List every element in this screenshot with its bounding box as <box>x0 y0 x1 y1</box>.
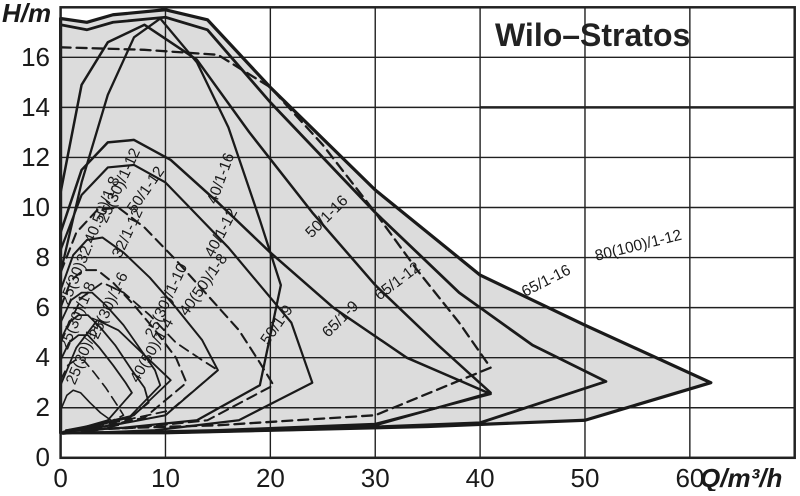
svg-text:30: 30 <box>361 463 390 491</box>
svg-text:0: 0 <box>53 463 67 491</box>
svg-text:10: 10 <box>21 192 50 222</box>
svg-text:Q/m³/h: Q/m³/h <box>700 463 782 491</box>
svg-text:2: 2 <box>36 392 50 422</box>
svg-text:4: 4 <box>36 342 50 372</box>
svg-text:10: 10 <box>151 463 180 491</box>
svg-text:16: 16 <box>21 42 50 72</box>
svg-text:0: 0 <box>36 442 50 472</box>
svg-text:H/m: H/m <box>2 0 51 28</box>
svg-text:40: 40 <box>466 463 495 491</box>
svg-text:14: 14 <box>21 92 50 122</box>
svg-text:6: 6 <box>36 292 50 322</box>
svg-text:8: 8 <box>36 242 50 272</box>
svg-text:20: 20 <box>256 463 285 491</box>
svg-text:12: 12 <box>21 142 50 172</box>
svg-text:50: 50 <box>571 463 600 491</box>
svg-text:Wilo–Stratos: Wilo–Stratos <box>495 17 690 53</box>
